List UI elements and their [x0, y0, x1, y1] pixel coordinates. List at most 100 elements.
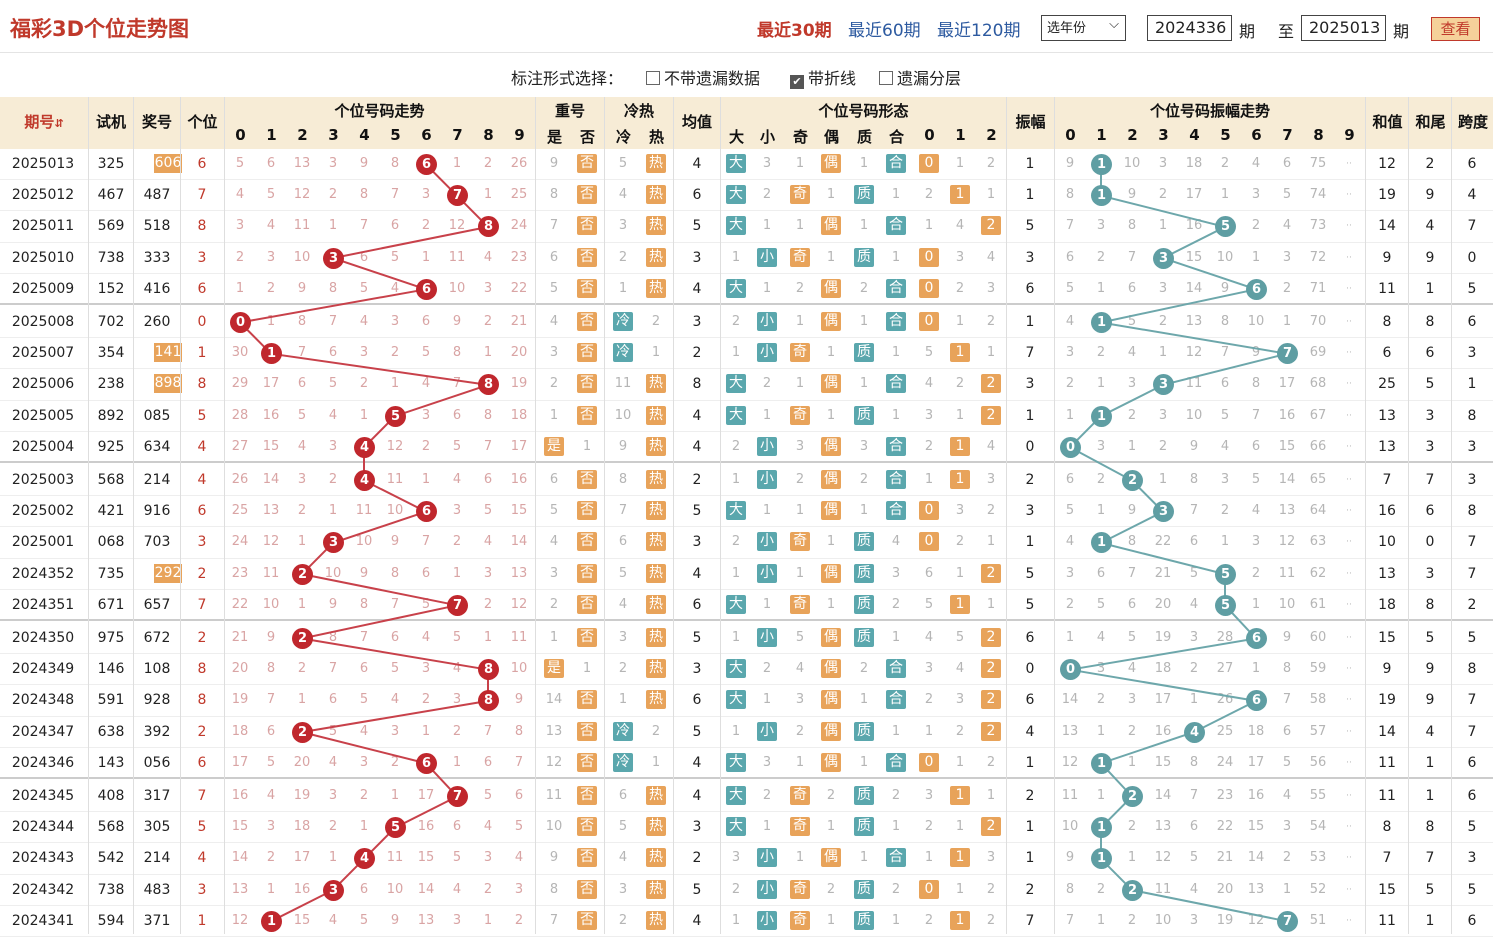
miss-cell: 11 — [293, 218, 311, 234]
jianghao-cell: 634 — [143, 438, 171, 455]
sumtail-cell: 1 — [1425, 280, 1435, 297]
year-select[interactable]: 选年份 ⌵ — [1041, 15, 1126, 41]
sum-cell: 10 — [1378, 534, 1396, 551]
shiji-cell: 542 — [97, 850, 125, 867]
amp-miss-cell: 3 — [1251, 534, 1261, 550]
option-label: 遗漏分层 — [897, 69, 962, 88]
miss-cell: 28 — [231, 407, 249, 423]
gewei-cell: 2 — [197, 565, 207, 582]
query-button[interactable]: 查看 — [1431, 17, 1480, 41]
period-30-link[interactable]: 最近30期 — [757, 21, 832, 41]
miss-cell: 10 — [386, 881, 404, 897]
span-cell: 5 — [1467, 280, 1477, 297]
option-no-missing[interactable]: 不带遗漏数据 — [646, 65, 760, 89]
sum-cell: 15 — [1378, 630, 1396, 646]
span-cell: 5 — [1467, 881, 1477, 898]
amp-miss-cell: 1 — [1189, 692, 1199, 708]
checkbox-icon[interactable] — [646, 71, 660, 85]
amp-cell: 1 — [1025, 754, 1035, 771]
amp-miss-cell: 25 — [1216, 723, 1234, 739]
period-60-link[interactable]: 最近60期 — [848, 21, 921, 41]
amp-miss-cell: ·· — [1346, 475, 1352, 485]
issue-cell: 2024349 — [11, 661, 75, 678]
miss-cell: 16 — [231, 788, 249, 803]
span-cell: 2 — [1467, 596, 1477, 613]
trend-ball: 3 — [323, 879, 344, 901]
miss-cell: 7 — [390, 596, 400, 612]
shape-tag: 大 — [726, 154, 746, 173]
sum-cell: 13 — [1378, 407, 1396, 424]
issue-header[interactable]: 期号⇵ — [24, 113, 64, 131]
shape-miss-cell: 1 — [955, 314, 965, 329]
miss-cell: 8 — [359, 187, 369, 203]
amp-miss-cell: 12 — [1154, 850, 1172, 866]
trend-ball: 4 — [354, 848, 375, 870]
repeat-tag: 是 — [544, 659, 564, 679]
gewei-cell: 2 — [197, 723, 207, 740]
repeat-subheader: 是 — [546, 128, 562, 146]
shape-miss-cell: 3 — [924, 407, 934, 423]
shape-tag: 偶 — [821, 312, 841, 331]
sum-cell: 7 — [1382, 472, 1392, 488]
shape-tag: 1 — [950, 786, 970, 805]
amp-miss-cell: 7 — [1220, 345, 1230, 361]
shape-miss-cell: 2 — [986, 881, 996, 897]
miss-cell: 14 — [510, 534, 528, 550]
shape-miss-cell: 1 — [826, 345, 836, 361]
amp-ball: 7 — [1277, 343, 1298, 365]
jianghao-cell: 703 — [143, 534, 171, 551]
shape-miss-cell: 3 — [955, 692, 965, 708]
amp-miss-cell: 71 — [1309, 280, 1327, 296]
amp-miss-cell: ·· — [1346, 221, 1352, 232]
shape-tag: 合 — [886, 848, 906, 868]
span-cell: 6 — [1467, 754, 1477, 771]
amp-miss-cell: ·· — [1346, 317, 1352, 327]
miss-cell: 16 — [262, 407, 280, 423]
amp-miss-cell: 5 — [1127, 314, 1137, 329]
repeat-tag: 否 — [577, 154, 597, 173]
amp-miss-cell: 70 — [1309, 314, 1327, 329]
amp-miss-cell: 1 — [1096, 503, 1106, 519]
option-layer[interactable]: 遗漏分层 — [879, 65, 961, 89]
amp-miss-cell: 56 — [1309, 754, 1327, 770]
repeat-miss-cell: 1 — [582, 438, 592, 454]
shape-miss-cell: 1 — [891, 345, 901, 361]
hotcold-tag: 热 — [646, 185, 666, 205]
miss-cell: 8 — [266, 661, 276, 677]
hotcold-tag: 热 — [646, 690, 666, 710]
shape-miss-cell: 2 — [955, 280, 965, 296]
amp-miss-cell: 6 — [1127, 280, 1137, 296]
shape-tag: 偶 — [821, 659, 841, 679]
repeat-miss-cell: 8 — [549, 187, 559, 203]
amp-miss-cell: 13 — [1154, 819, 1172, 835]
hotcold-miss-cell: 1 — [618, 692, 628, 708]
avg-cell: 4 — [692, 438, 702, 455]
repeat-miss-cell: 1 — [549, 407, 559, 423]
amp-miss-cell: 1 — [1251, 249, 1261, 265]
shape-miss-cell: 2 — [891, 881, 901, 897]
hotcold-tag: 热 — [646, 216, 666, 236]
miss-cell: 5 — [421, 345, 431, 361]
year-select-label: 选年份 — [1047, 21, 1087, 36]
to-issue-input[interactable]: 2025013 — [1301, 15, 1386, 41]
repeat-tag: 否 — [577, 312, 597, 331]
amp-miss-cell: 10 — [1061, 819, 1079, 835]
miss-cell: 4 — [359, 723, 369, 739]
shape-tag: 合 — [886, 216, 906, 236]
sum-cell: 18 — [1378, 596, 1396, 613]
option-polyline[interactable]: ✔ 带折线 — [790, 65, 856, 89]
from-issue-input[interactable]: 2024336 — [1147, 15, 1232, 41]
checkbox-icon[interactable] — [879, 71, 893, 85]
miss-cell: 21 — [231, 630, 249, 645]
issue-cell: 2025006 — [11, 376, 75, 393]
checkbox-checked-icon[interactable]: ✔ — [790, 75, 804, 89]
shape-subheader: 合 — [888, 128, 904, 146]
sum-cell: 16 — [1378, 503, 1396, 520]
amp-miss-cell: 57 — [1309, 723, 1327, 739]
amp-miss-cell: 55 — [1309, 788, 1327, 803]
period-120-link[interactable]: 最近120期 — [937, 21, 1021, 41]
miss-cell: 26 — [510, 156, 528, 171]
miss-cell: 10 — [448, 280, 466, 296]
amp-miss-cell: 4 — [1065, 534, 1075, 550]
miss-cell: 15 — [231, 819, 249, 835]
